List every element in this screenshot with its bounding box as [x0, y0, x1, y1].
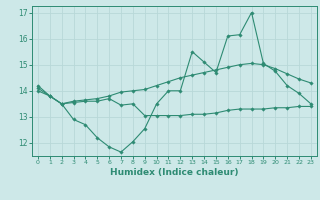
X-axis label: Humidex (Indice chaleur): Humidex (Indice chaleur): [110, 168, 239, 177]
